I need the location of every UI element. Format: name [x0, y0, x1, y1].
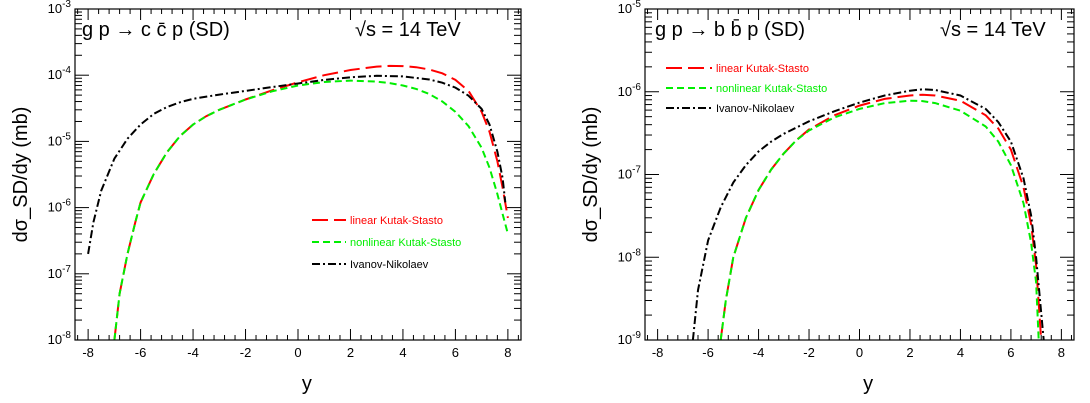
x-tick-label: 0 [856, 345, 863, 360]
panel-title: g p → b b̄ p (SD) [655, 18, 805, 41]
y-tick-label: 10-5 [618, 0, 642, 16]
charm-panel: -8 -6 -4 -2 0 2 4 6 810-810-710-610-510-410-3g p… [10, 0, 522, 395]
series-line-2 [87, 74, 507, 255]
x-tick-label: 4 [399, 345, 406, 360]
x-tick-label: -4 [753, 345, 765, 360]
legend-label-2: Ivanov-Nikolaev [350, 259, 429, 271]
y-tick-exponent: -5 [62, 131, 71, 142]
x-tick-label: -8 [652, 345, 664, 360]
y-tick-label: 10-8 [48, 330, 72, 347]
x-tick-label: 6 [452, 345, 459, 360]
x-axis-title: y [302, 373, 312, 395]
plot-frame [74, 8, 522, 341]
x-tick-label: 8 [1058, 345, 1065, 360]
y-tick-base: 10 [48, 67, 62, 82]
y-tick-base: 10 [618, 167, 632, 182]
y-tick-exponent: -8 [632, 247, 641, 258]
energy-label: √s = 14 TeV [355, 19, 461, 41]
y-tick-exponent: -3 [62, 0, 71, 10]
y-tick-base: 10 [48, 266, 62, 281]
legend-label-2: Ivanov-Nikolaev [716, 103, 795, 115]
x-tick-label: -8 [82, 345, 94, 360]
y-tick-base: 10 [618, 84, 632, 99]
x-tick-label: -4 [187, 345, 199, 360]
y-tick-exponent: -4 [62, 65, 71, 76]
series-line-1 [719, 99, 1040, 340]
x-tick-label: 0 [294, 345, 301, 360]
x-tick-label: -2 [803, 345, 815, 360]
x-tick-label: -6 [702, 345, 714, 360]
y-axis-title: dσ_SD/dy (mb) [580, 107, 602, 243]
y-tick-exponent: -6 [62, 198, 71, 209]
y-tick-exponent: -7 [632, 165, 641, 176]
y-tick-label: 10-3 [48, 0, 72, 16]
y-tick-label: 10-7 [618, 165, 642, 182]
y-tick-label: 10-7 [48, 264, 72, 281]
y-tick-base: 10 [48, 1, 62, 16]
y-tick-base: 10 [48, 200, 62, 215]
series-line-2 [691, 88, 1045, 340]
y-tick-exponent: -9 [632, 330, 641, 341]
y-tick-exponent: -7 [62, 264, 71, 275]
y-tick-base: 10 [48, 133, 62, 148]
y-tick-label: 10-4 [48, 65, 72, 82]
panel-title: g p → c c̄ p (SD) [82, 19, 230, 41]
y-tick-exponent: -5 [632, 0, 641, 10]
x-axis-title: y [863, 373, 873, 395]
y-tick-base: 10 [618, 332, 632, 347]
y-tick-exponent: -6 [632, 82, 641, 93]
plot-frame [644, 8, 1075, 341]
y-tick-label: 10-9 [618, 330, 642, 347]
y-tick-label: 10-8 [618, 247, 642, 264]
x-tick-label: 8 [504, 345, 511, 360]
y-axis-title: dσ_SD/dy (mb) [10, 107, 32, 243]
x-tick-label: 2 [906, 345, 913, 360]
y-tick-base: 10 [618, 249, 632, 264]
y-tick-base: 10 [48, 332, 62, 347]
x-tick-label: 4 [957, 345, 964, 360]
series-line-0 [113, 64, 509, 340]
y-tick-label: 10-6 [48, 198, 72, 215]
y-tick-exponent: -8 [62, 330, 71, 341]
legend-label-1: nonlinear Kutak-Stasto [350, 237, 461, 249]
y-tick-label: 10-6 [618, 82, 642, 99]
y-tick-label: 10-5 [48, 131, 72, 148]
bottom-panel: -8 -6 -4 -2 0 2 4 6 810-910-810-710-610-5g p → b… [580, 0, 1075, 395]
series-line-1 [113, 79, 509, 340]
x-tick-label: 2 [347, 345, 354, 360]
x-tick-label: 6 [1007, 345, 1014, 360]
legend-label-1: nonlinear Kutak-Stasto [716, 83, 827, 95]
legend-label-0: linear Kutak-Stasto [350, 215, 443, 227]
x-tick-label: -2 [240, 345, 252, 360]
y-tick-base: 10 [618, 1, 632, 16]
x-tick-label: -6 [135, 345, 147, 360]
legend-label-0: linear Kutak-Stasto [716, 63, 809, 75]
energy-label: √s = 14 TeV [940, 19, 1046, 41]
